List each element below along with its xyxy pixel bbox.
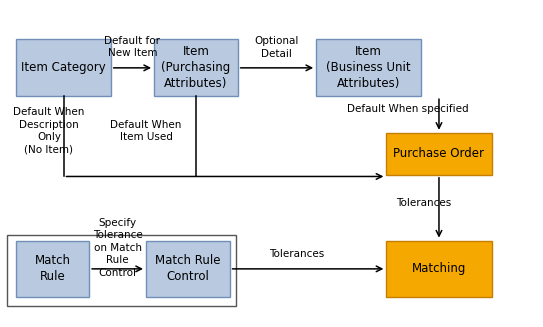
Text: Item
(Business Unit
Attributes): Item (Business Unit Attributes) — [326, 45, 411, 90]
Bar — [386, 240, 491, 297]
Bar — [16, 40, 111, 96]
Text: Item
(Purchasing
Attributes): Item (Purchasing Attributes) — [161, 45, 230, 90]
Text: Matching: Matching — [412, 262, 466, 275]
Text: Item Category: Item Category — [21, 61, 106, 74]
Text: Default for
New Item: Default for New Item — [104, 36, 160, 58]
Bar — [16, 240, 89, 297]
Bar — [386, 133, 491, 175]
Bar — [154, 40, 238, 96]
Text: Tolerances: Tolerances — [396, 198, 451, 208]
Text: Specify
Tolerance
on Match
Rule
Control: Specify Tolerance on Match Rule Control — [93, 218, 142, 278]
Text: Default When specified: Default When specified — [347, 104, 469, 114]
Text: Tolerances: Tolerances — [269, 249, 325, 259]
Text: Match
Rule: Match Rule — [35, 254, 71, 284]
Text: Optional
Detail: Optional Detail — [255, 36, 299, 59]
Text: Default When
Description
Only
(No Item): Default When Description Only (No Item) — [13, 108, 85, 155]
Text: Match Rule
Control: Match Rule Control — [155, 254, 220, 284]
Text: Purchase Order: Purchase Order — [394, 147, 484, 160]
Text: Default When
Item Used: Default When Item Used — [110, 120, 182, 142]
Bar — [316, 40, 421, 96]
Bar — [146, 240, 230, 297]
Bar — [7, 235, 236, 306]
